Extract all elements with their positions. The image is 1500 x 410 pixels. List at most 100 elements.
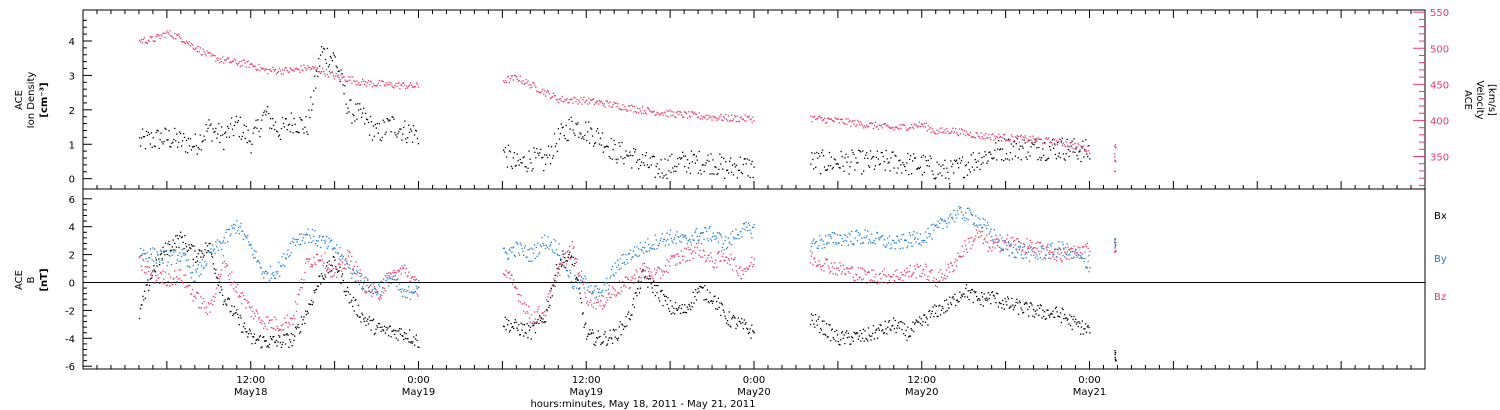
velocity-point (971, 136, 973, 138)
by-point (275, 271, 277, 273)
density-point (307, 133, 309, 136)
bz-point (616, 294, 618, 296)
bx-point (317, 285, 319, 288)
density-point (1032, 143, 1034, 145)
by-point (543, 244, 545, 247)
bx-point (983, 293, 985, 295)
bz-point (841, 271, 844, 273)
bx-point (568, 254, 570, 256)
bx-point (850, 343, 852, 345)
velocity-point (687, 111, 690, 113)
density-point (979, 168, 981, 171)
bx-point (1079, 322, 1081, 324)
by-point (742, 228, 744, 230)
by-point (504, 251, 506, 253)
by-point (261, 273, 263, 275)
bx-point (985, 299, 987, 301)
bx-point (205, 242, 207, 244)
bz-point (1000, 249, 1002, 252)
velocity-point (633, 111, 635, 113)
by-point (752, 226, 755, 229)
by-point (605, 289, 607, 291)
by-point (860, 243, 862, 245)
velocity-point (812, 116, 814, 118)
bz-point (394, 271, 396, 273)
velocity-point (593, 103, 596, 105)
by-point (176, 259, 178, 261)
bz-point (575, 257, 577, 259)
by-point (338, 258, 340, 260)
by-point (510, 247, 512, 249)
bx-point (227, 298, 229, 300)
density-point (566, 139, 568, 142)
bz-point (601, 294, 603, 297)
velocity-point (176, 33, 178, 36)
density-point (919, 166, 922, 168)
bx-point (730, 326, 732, 328)
density-point (697, 172, 699, 174)
velocity-point (933, 131, 935, 134)
bz-point (636, 271, 638, 273)
velocity-point (1087, 145, 1089, 147)
velocity-point (391, 85, 393, 87)
density-point (295, 131, 297, 133)
velocity-point (904, 124, 906, 127)
velocity-point (269, 68, 271, 70)
bz-point (142, 258, 144, 261)
bx-point (599, 335, 601, 338)
velocity-point (751, 121, 753, 124)
bx-point (679, 305, 681, 307)
bz-point (352, 270, 355, 272)
density-point (217, 133, 219, 135)
bx-point (325, 276, 327, 278)
velocity-point (624, 106, 626, 108)
velocity-point (366, 82, 369, 84)
bz-point (983, 239, 985, 241)
bx-point (981, 292, 983, 294)
bz-point (747, 268, 750, 270)
density-point (946, 167, 948, 169)
velocity-point (945, 132, 947, 134)
density-point (249, 140, 251, 143)
bx-point (547, 300, 549, 302)
bx-point (227, 297, 230, 299)
velocity-point (931, 128, 933, 130)
density-point (545, 163, 547, 165)
bx-point (388, 335, 390, 337)
by-point (1057, 249, 1059, 251)
by-point (739, 231, 741, 233)
velocity-point (980, 132, 982, 134)
density-point (657, 173, 659, 175)
velocity-point (548, 93, 551, 95)
velocity-point (975, 132, 977, 134)
by-point (522, 250, 524, 252)
bx-point (602, 341, 604, 343)
density-point (902, 161, 904, 164)
by-point (210, 248, 212, 250)
bz-point (644, 270, 646, 272)
velocity-point (164, 37, 166, 39)
velocity-point (324, 75, 327, 77)
velocity-point (867, 126, 870, 128)
by-point (331, 248, 334, 250)
bz-point (348, 251, 350, 253)
density-point (750, 163, 752, 165)
velocity-point (143, 37, 146, 39)
bx-point (387, 327, 389, 329)
velocity-point (569, 98, 571, 101)
density-point (563, 135, 565, 137)
bz-point (695, 243, 698, 245)
bx-point (348, 302, 350, 304)
velocity-point (299, 71, 301, 73)
velocity-point (989, 136, 991, 139)
density-point (305, 116, 307, 118)
bx-point (293, 339, 295, 341)
density-point (579, 132, 581, 134)
bz-point (268, 319, 271, 321)
bx-point (636, 295, 638, 297)
bz-point (397, 269, 399, 271)
bz-point (241, 303, 243, 305)
by-point (1010, 245, 1012, 247)
bx-point (553, 285, 555, 287)
velocity-point (564, 99, 566, 101)
